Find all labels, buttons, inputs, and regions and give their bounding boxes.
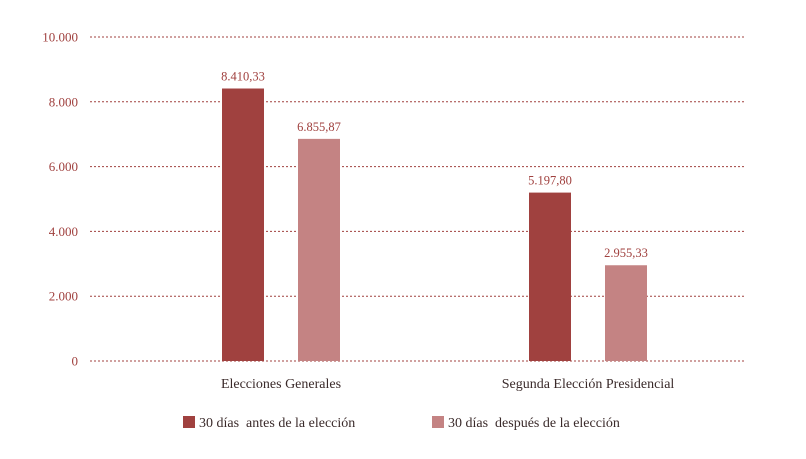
bar bbox=[298, 138, 340, 361]
legend: 30 días antes de la elección 30 días desp… bbox=[183, 416, 620, 431]
legend-swatch bbox=[183, 416, 195, 428]
legend-label: 30 días después de la elección bbox=[448, 416, 620, 431]
y-tick-label: 2.000 bbox=[49, 289, 78, 304]
x-category-label: Elecciones Generales bbox=[221, 377, 341, 392]
bar-value-label: 6.855,87 bbox=[297, 120, 341, 134]
y-tick-label: 8.000 bbox=[49, 94, 78, 109]
legend-swatch bbox=[432, 416, 444, 428]
bars bbox=[222, 88, 647, 361]
y-tick-label: 0 bbox=[72, 354, 79, 369]
bar bbox=[222, 88, 264, 361]
y-axis-tick-labels: 0 2.000 4.000 6.000 8.000 10.000 bbox=[42, 30, 78, 369]
legend-label: 30 días antes de la elección bbox=[199, 416, 355, 431]
bar-value-label: 5.197,80 bbox=[528, 174, 572, 188]
data-labels: 8.410,33 6.855,87 5.197,80 2.955,33 bbox=[221, 70, 648, 261]
bar-value-label: 2.955,33 bbox=[604, 246, 648, 260]
bar-value-label: 8.410,33 bbox=[221, 70, 265, 84]
y-tick-label: 4.000 bbox=[49, 224, 78, 239]
bar bbox=[529, 192, 571, 361]
y-tick-label: 6.000 bbox=[49, 159, 78, 174]
x-category-label: Segunda Elección Presidencial bbox=[502, 377, 675, 392]
x-axis-category-labels: Elecciones Generales Segunda Elección Pre… bbox=[221, 377, 674, 392]
y-tick-label: 10.000 bbox=[42, 30, 78, 45]
legend-item: 30 días antes de la elección bbox=[183, 416, 355, 431]
bar bbox=[605, 265, 647, 361]
legend-item: 30 días después de la elección bbox=[432, 416, 620, 431]
